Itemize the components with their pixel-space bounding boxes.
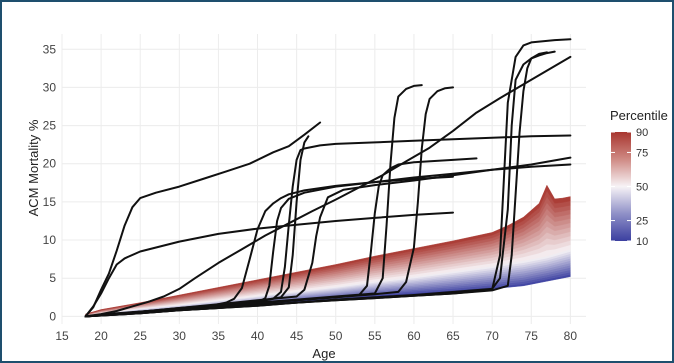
x-tick-label: 25 bbox=[134, 329, 148, 343]
trajectory-line-1 bbox=[84, 121, 322, 318]
trajectory-line-14 bbox=[84, 51, 548, 318]
y-axis-label: ACM Mortality % bbox=[26, 119, 41, 216]
axes: 15 20 25 30 35 40 45 50 55 60 65 70 75 80 0 5 10 15 20 25 30… bbox=[43, 42, 578, 343]
y-tick-label: 5 bbox=[49, 271, 56, 285]
x-tick-label: 15 bbox=[55, 329, 69, 343]
legend-tick-label: 10 bbox=[636, 236, 648, 248]
x-tick-label: 70 bbox=[485, 329, 499, 343]
x-tick-label: 40 bbox=[251, 329, 265, 343]
x-tick-label: 30 bbox=[173, 329, 187, 343]
legend-title: Percentile bbox=[610, 108, 668, 123]
y-tick-label: 15 bbox=[43, 195, 57, 209]
trajectory-line-3 bbox=[84, 55, 572, 318]
legend-colorbar bbox=[611, 132, 631, 241]
y-tick-label: 30 bbox=[43, 80, 57, 94]
legend-tick-label: 25 bbox=[636, 216, 648, 228]
x-tick-label: 35 bbox=[212, 329, 226, 343]
legend-ticks: 90 75 50 25 10 bbox=[611, 127, 648, 248]
x-tick-label: 50 bbox=[329, 329, 343, 343]
x-axis-label: Age bbox=[312, 346, 335, 361]
x-tick-label: 20 bbox=[94, 329, 108, 343]
x-tick-label: 55 bbox=[368, 329, 382, 343]
y-tick-label: 20 bbox=[43, 157, 57, 171]
x-tick-label: 45 bbox=[290, 329, 304, 343]
x-tick-label: 75 bbox=[525, 329, 539, 343]
x-tick-label: 80 bbox=[564, 329, 578, 343]
trajectory-line-11 bbox=[84, 86, 454, 318]
trajectory-line-8 bbox=[84, 156, 572, 318]
trajectory-line-2 bbox=[84, 211, 454, 318]
legend-tick-label: 90 bbox=[636, 127, 648, 139]
legend-tick-label: 75 bbox=[636, 147, 648, 159]
legend-tick-label: 50 bbox=[636, 182, 648, 194]
legend: Percentile 90 75 50 25 10 bbox=[610, 108, 668, 248]
y-tick-label: 35 bbox=[43, 42, 57, 56]
y-tick-label: 25 bbox=[43, 119, 57, 133]
y-tick-label: 0 bbox=[49, 309, 56, 323]
x-tick-label: 60 bbox=[407, 329, 421, 343]
y-tick-label: 10 bbox=[43, 233, 57, 247]
individual-trajectories bbox=[84, 38, 572, 318]
x-tick-label: 65 bbox=[446, 329, 460, 343]
